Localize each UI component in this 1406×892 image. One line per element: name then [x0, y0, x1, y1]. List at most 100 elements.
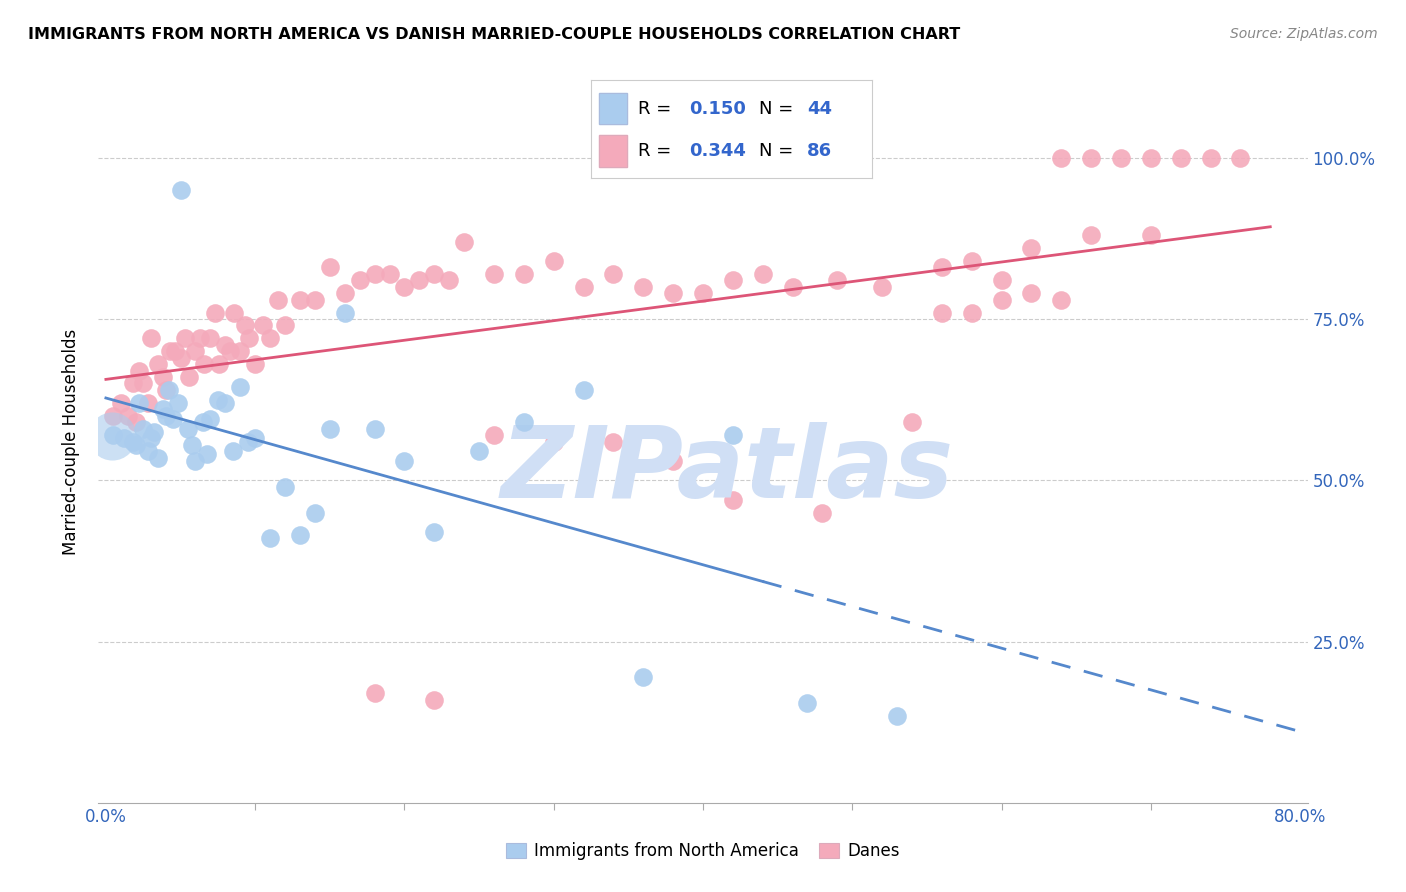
- Point: [125, 415, 148, 429]
- Point: [159, 344, 181, 359]
- Point: [208, 357, 231, 371]
- Point: [394, 454, 416, 468]
- Point: [243, 357, 266, 371]
- Legend: Immigrants from North America, Danes: Immigrants from North America, Danes: [499, 836, 907, 867]
- Text: IMMIGRANTS FROM NORTH AMERICA VS DANISH MARRIED-COUPLE HOUSEHOLDS CORRELATION CH: IMMIGRANTS FROM NORTH AMERICA VS DANISH …: [28, 27, 960, 42]
- Point: [139, 431, 162, 445]
- Point: [960, 254, 983, 268]
- Point: [1140, 151, 1163, 165]
- Point: [155, 409, 177, 423]
- Point: [238, 331, 260, 345]
- Point: [662, 286, 685, 301]
- Point: [288, 528, 311, 542]
- Point: [811, 506, 834, 520]
- Point: [333, 286, 356, 301]
- Point: [222, 444, 245, 458]
- Point: [188, 331, 211, 345]
- Point: [103, 428, 125, 442]
- Point: [439, 273, 461, 287]
- Point: [423, 524, 446, 539]
- FancyBboxPatch shape: [599, 93, 627, 124]
- Y-axis label: Married-couple Households: Married-couple Households: [62, 328, 80, 555]
- Point: [259, 331, 281, 345]
- Point: [363, 686, 385, 700]
- Point: [155, 383, 177, 397]
- Point: [886, 708, 908, 723]
- Point: [901, 415, 924, 429]
- Point: [110, 396, 132, 410]
- Point: [193, 357, 215, 371]
- Point: [152, 402, 174, 417]
- Point: [166, 396, 188, 410]
- Point: [177, 422, 200, 436]
- Point: [692, 286, 714, 301]
- Point: [128, 363, 150, 377]
- Point: [394, 279, 416, 293]
- Point: [931, 260, 953, 275]
- Point: [602, 267, 624, 281]
- Point: [288, 293, 311, 307]
- Point: [378, 267, 401, 281]
- Text: 86: 86: [807, 142, 832, 160]
- Point: [633, 670, 655, 684]
- Point: [543, 254, 565, 268]
- Point: [142, 425, 165, 439]
- Point: [990, 293, 1012, 307]
- Point: [152, 370, 174, 384]
- Point: [721, 273, 744, 287]
- Text: R =: R =: [638, 100, 678, 118]
- Point: [229, 380, 252, 394]
- Point: [827, 273, 849, 287]
- Point: [662, 454, 685, 468]
- Point: [191, 415, 214, 429]
- Point: [349, 273, 371, 287]
- Text: N =: N =: [759, 100, 799, 118]
- Point: [721, 492, 744, 507]
- Point: [796, 696, 818, 710]
- Point: [453, 235, 475, 249]
- Point: [157, 383, 180, 397]
- Point: [146, 357, 169, 371]
- Point: [482, 428, 505, 442]
- Point: [184, 454, 207, 468]
- Point: [146, 450, 169, 465]
- Point: [169, 183, 191, 197]
- Text: ZIPatlas: ZIPatlas: [501, 422, 953, 519]
- Point: [363, 422, 385, 436]
- Point: [751, 267, 773, 281]
- Point: [207, 392, 229, 407]
- Point: [513, 415, 536, 429]
- Point: [363, 267, 385, 281]
- Point: [482, 267, 505, 281]
- Point: [236, 434, 259, 449]
- Point: [304, 506, 326, 520]
- Point: [121, 376, 143, 391]
- Point: [319, 260, 342, 275]
- Point: [572, 383, 595, 397]
- Point: [179, 370, 201, 384]
- Point: [229, 344, 252, 359]
- Text: R =: R =: [638, 142, 678, 160]
- Point: [633, 279, 655, 293]
- Point: [1050, 293, 1073, 307]
- Point: [139, 331, 162, 345]
- Point: [1050, 151, 1073, 165]
- Point: [103, 409, 125, 423]
- Point: [117, 409, 139, 423]
- Point: [543, 434, 565, 449]
- Point: [181, 438, 204, 452]
- Point: [132, 376, 155, 391]
- Point: [214, 396, 236, 410]
- Point: [1080, 151, 1102, 165]
- Point: [243, 431, 266, 445]
- Text: 0.150: 0.150: [689, 100, 745, 118]
- Point: [132, 422, 155, 436]
- Text: 44: 44: [807, 100, 832, 118]
- Point: [136, 396, 159, 410]
- Point: [870, 279, 893, 293]
- Point: [304, 293, 326, 307]
- Point: [233, 318, 256, 333]
- Point: [214, 338, 236, 352]
- Point: [204, 305, 226, 319]
- Point: [1080, 228, 1102, 243]
